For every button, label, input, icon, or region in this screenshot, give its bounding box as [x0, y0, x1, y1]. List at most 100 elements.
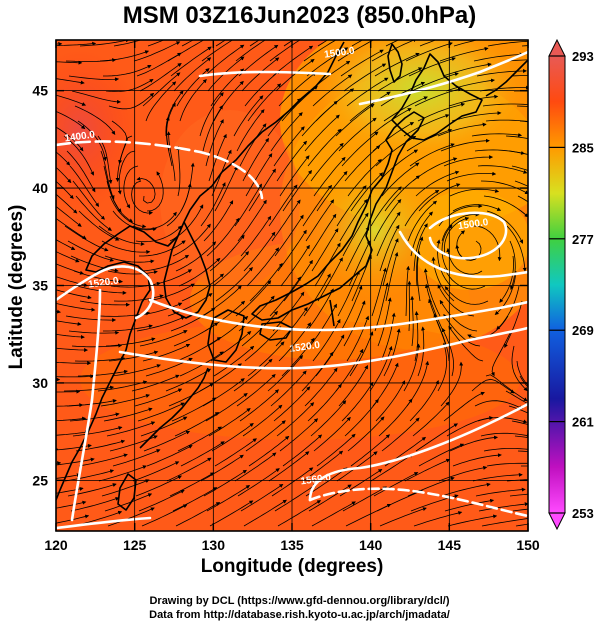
streamline [343, 300, 366, 347]
streamline [441, 482, 491, 497]
streamline [310, 142, 344, 182]
streamline [56, 151, 71, 166]
colorbar-tick-label: 261 [572, 415, 594, 430]
streamline [279, 418, 319, 452]
streamline [209, 234, 245, 272]
streamline [282, 434, 323, 467]
streamline [342, 486, 388, 512]
y-tick-label: 25 [32, 472, 48, 488]
streamline [201, 285, 242, 317]
streamline [69, 165, 100, 207]
streamline [235, 280, 272, 317]
streamline [374, 52, 420, 77]
streamline [441, 224, 453, 272]
streamline [443, 313, 481, 347]
streamline [74, 105, 116, 135]
streamline [349, 331, 374, 377]
streamline [374, 282, 389, 332]
streamline [471, 378, 515, 394]
streamline [509, 493, 528, 497]
streamline [317, 257, 343, 302]
streamline [504, 300, 523, 349]
streamline [204, 44, 245, 77]
streamline [307, 128, 342, 167]
streamline [249, 40, 260, 47]
streamline [511, 345, 528, 392]
streamline [233, 95, 264, 137]
streamline [306, 47, 349, 77]
streamline [382, 238, 399, 287]
streamline [449, 188, 500, 197]
colorbar-tick-label: 277 [572, 232, 594, 247]
streamline [440, 138, 490, 152]
streamline [56, 347, 89, 353]
y-tick-label: 45 [32, 83, 48, 99]
streamline [486, 210, 523, 244]
x-tick-label: 145 [438, 537, 462, 553]
streamline [338, 364, 368, 407]
streamline [165, 116, 173, 167]
streamline [478, 502, 528, 512]
streamline [56, 41, 63, 46]
colorbar-tick-label: 253 [572, 506, 594, 521]
streamline [379, 507, 427, 527]
streamline [63, 385, 115, 392]
streamline [131, 180, 153, 215]
streamline [510, 75, 528, 77]
streamline [442, 62, 492, 77]
streamline [306, 288, 334, 332]
streamline [243, 231, 276, 272]
streamline [203, 469, 247, 497]
streamline [209, 500, 254, 527]
streamline [63, 135, 94, 176]
streamline [487, 40, 528, 47]
streamline [316, 433, 356, 467]
streamline [451, 111, 502, 122]
streamline [514, 180, 528, 187]
streamline [301, 351, 334, 392]
credit-line-1: Drawing by DCL (https://www.gfd-dennou.o… [149, 595, 450, 607]
streamline [343, 63, 387, 92]
streamline [415, 170, 460, 197]
streamline [453, 40, 479, 47]
streamline [70, 496, 120, 512]
streamline [308, 213, 337, 257]
streamline [56, 457, 95, 466]
streamline [273, 386, 311, 422]
streamline [181, 40, 194, 47]
streamline [147, 40, 165, 47]
streamline [274, 483, 318, 512]
streamline [56, 94, 87, 106]
streamline [378, 149, 419, 182]
streamline [340, 49, 384, 77]
streamline [202, 378, 245, 407]
streamline [372, 362, 399, 407]
streamline [418, 443, 465, 467]
streamline [111, 364, 161, 377]
streamline [56, 389, 81, 394]
streamline [370, 186, 402, 227]
streamline [276, 140, 308, 182]
streamline [303, 40, 337, 62]
streamline [303, 273, 331, 317]
streamline [496, 285, 520, 330]
colorbar: 293 285 277 269 261 253 [548, 38, 594, 531]
streamline [517, 450, 528, 452]
streamline [472, 225, 502, 262]
streamline [507, 59, 528, 62]
streamline [242, 137, 269, 182]
streamline [66, 150, 96, 193]
streamline [512, 508, 528, 512]
y-axis-label: Latitude (degrees) [6, 204, 27, 370]
streamline [71, 90, 121, 104]
streamline [215, 40, 227, 47]
streamline [203, 200, 234, 242]
streamline [214, 438, 257, 467]
streamline [214, 165, 238, 212]
streamline [417, 102, 466, 122]
geopotential-contours [56, 50, 528, 530]
streamline [170, 46, 212, 77]
streamline [405, 265, 411, 317]
streamline [0, 406, 48, 408]
